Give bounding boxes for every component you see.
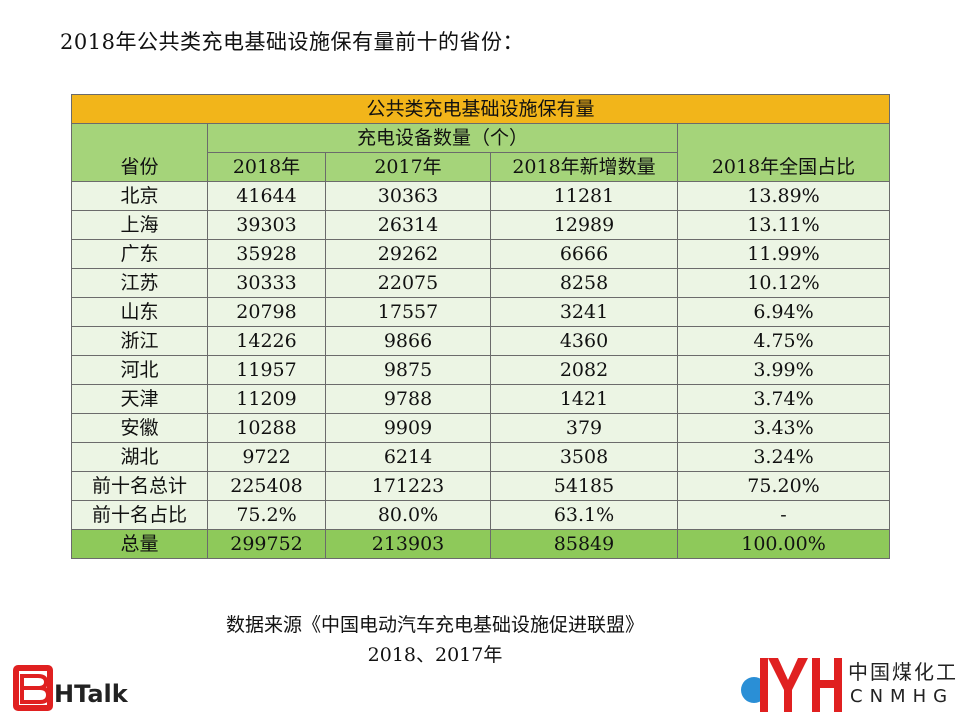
- cell-2018-new: 8258: [490, 268, 678, 298]
- cell-2018: 11209: [207, 384, 326, 414]
- cell-province: 江苏: [71, 268, 208, 298]
- cell-2018: 30333: [207, 268, 326, 298]
- cell-2018: 20798: [207, 297, 326, 327]
- header-2018-share: 2018年全国占比: [676, 123, 891, 182]
- table-row: 山东 20798 17557 3241 6.94%: [71, 297, 891, 327]
- total-cell-2017: 213903: [325, 529, 491, 559]
- table-row: 天津 11209 9788 1421 3.74%: [71, 384, 891, 414]
- cell-2018-new: 54185: [490, 471, 678, 501]
- cell-province: 湖北: [71, 442, 208, 472]
- cell-share: 13.11%: [676, 210, 891, 240]
- total-cell-2018-new: 85849: [490, 529, 678, 559]
- cell-2018: 225408: [207, 471, 326, 501]
- cell-2018-new: 12989: [490, 210, 678, 240]
- cell-2018-new: 4360: [490, 326, 678, 356]
- table-total-row: 总量 299752 213903 85849 100.00%: [71, 529, 891, 559]
- cell-province: 北京: [71, 181, 208, 211]
- cell-2018: 11957: [207, 355, 326, 385]
- cell-share: 6.94%: [676, 297, 891, 327]
- source-years: 2018、2017年: [367, 644, 503, 666]
- cell-2017: 9875: [325, 355, 491, 385]
- cell-share: 11.99%: [676, 239, 891, 269]
- cell-share: 3.43%: [676, 413, 891, 443]
- cell-2018: 75.2%: [207, 500, 326, 530]
- header-device-count-group: 充电设备数量（个）: [207, 123, 678, 153]
- cell-2018-new: 2082: [490, 355, 678, 385]
- cell-2018: 39303: [207, 210, 326, 240]
- cell-share: 3.99%: [676, 355, 891, 385]
- cell-share: -: [676, 500, 891, 530]
- cell-share: 4.75%: [676, 326, 891, 356]
- cell-province: 前十名总计: [71, 471, 208, 501]
- cell-2018: 14226: [207, 326, 326, 356]
- cell-2018-new: 6666: [490, 239, 678, 269]
- table-row: 浙江 14226 9866 4360 4.75%: [71, 326, 891, 356]
- table-title: 公共类充电基础设施保有量: [70, 94, 891, 124]
- cell-province: 广东: [71, 239, 208, 269]
- cell-2018-new: 63.1%: [490, 500, 678, 530]
- cell-share: 10.12%: [676, 268, 891, 298]
- cell-province: 河北: [71, 355, 208, 385]
- bhtalk-logo: HTalk: [13, 665, 129, 711]
- cell-share: 13.89%: [676, 181, 891, 211]
- header-2018-new: 2018年新增数量: [490, 152, 678, 182]
- cell-2018-new: 11281: [490, 181, 678, 211]
- cell-2018-new: 3241: [490, 297, 678, 327]
- cell-2018-new: 1421: [490, 384, 678, 414]
- cnmhg-logo-english: CNMHG: [850, 686, 955, 707]
- cell-share: 3.24%: [676, 442, 891, 472]
- cell-2018: 41644: [207, 181, 326, 211]
- table-row: 江苏 30333 22075 8258 10.12%: [71, 268, 891, 298]
- cell-2017: 26314: [325, 210, 491, 240]
- cell-2017: 9788: [325, 384, 491, 414]
- total-cell-2018: 299752: [207, 529, 326, 559]
- cell-2017: 22075: [325, 268, 491, 298]
- cell-2017: 9866: [325, 326, 491, 356]
- header-province: 省份: [71, 123, 208, 182]
- header-2018: 2018年: [207, 152, 326, 182]
- table-row: 前十名总计 225408 171223 54185 75.20%: [71, 471, 891, 501]
- cell-province: 山东: [71, 297, 208, 327]
- cell-province: 浙江: [71, 326, 208, 356]
- cell-province: 前十名占比: [71, 500, 208, 530]
- charging-infrastructure-table: 公共类充电基础设施保有量 省份 充电设备数量（个） 2018年全国占比 2018…: [70, 94, 891, 559]
- cell-2017: 80.0%: [325, 500, 491, 530]
- table-row: 上海 39303 26314 12989 13.11%: [71, 210, 891, 240]
- source-citation: 数据来源《中国电动汽车充电基础设施促进联盟》: [225, 614, 644, 636]
- header-2017: 2017年: [325, 152, 491, 182]
- table-row: 广东 35928 29262 6666 11.99%: [71, 239, 891, 269]
- table-row: 安徽 10288 9909 379 3.43%: [71, 413, 891, 443]
- table-row: 河北 11957 9875 2082 3.99%: [71, 355, 891, 385]
- cell-2017: 29262: [325, 239, 491, 269]
- cell-2017: 9909: [325, 413, 491, 443]
- total-cell-province: 总量: [71, 529, 208, 559]
- cell-province: 天津: [71, 384, 208, 414]
- total-cell-share: 100.00%: [676, 529, 891, 559]
- cell-2017: 17557: [325, 297, 491, 327]
- cell-2018: 9722: [207, 442, 326, 472]
- svg-text:HTalk: HTalk: [54, 680, 129, 708]
- cell-province: 安徽: [71, 413, 208, 443]
- cell-share: 75.20%: [676, 471, 891, 501]
- page-title: 2018年公共类充电基础设施保有量前十的省份：: [60, 30, 524, 54]
- cell-2018-new: 379: [490, 413, 678, 443]
- cell-2018-new: 3508: [490, 442, 678, 472]
- cnmhg-logo: [741, 658, 842, 712]
- cell-2017: 171223: [325, 471, 491, 501]
- cell-2018: 10288: [207, 413, 326, 443]
- cell-province: 上海: [71, 210, 208, 240]
- table-row: 湖北 9722 6214 3508 3.24%: [71, 442, 891, 472]
- cell-2018: 35928: [207, 239, 326, 269]
- cell-2017: 30363: [325, 181, 491, 211]
- table-row: 前十名占比 75.2% 80.0% 63.1% -: [71, 500, 891, 530]
- cnmhg-logo-chinese: 中国煤化工: [848, 660, 958, 684]
- table-row: 北京 41644 30363 11281 13.89%: [71, 181, 891, 211]
- cell-2017: 6214: [325, 442, 491, 472]
- cell-share: 3.74%: [676, 384, 891, 414]
